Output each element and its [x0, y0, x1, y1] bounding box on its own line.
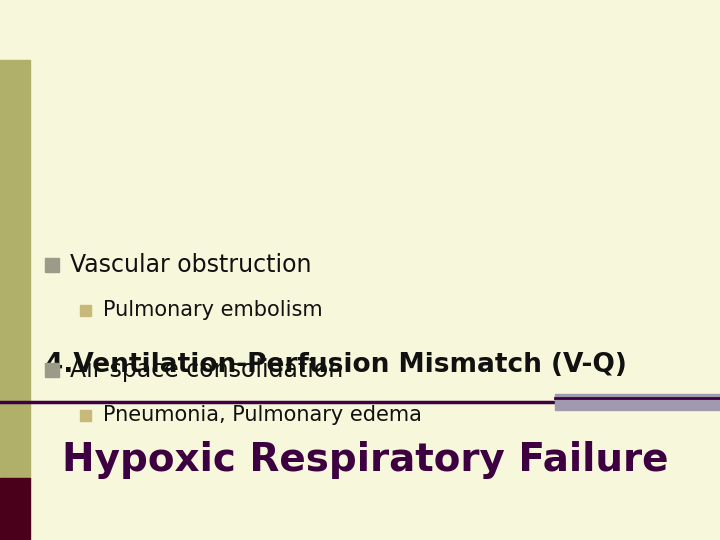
Text: Air-space consolidation: Air-space consolidation [70, 358, 343, 382]
Bar [80, 409, 91, 421]
Bar [45, 258, 59, 272]
Bar [0, 60, 30, 480]
Text: Hypoxic Respiratory Failure: Hypoxic Respiratory Failure [62, 441, 668, 479]
Bar [555, 394, 720, 410]
Text: Pulmonary embolism: Pulmonary embolism [103, 300, 323, 320]
Bar [80, 305, 91, 315]
Text: Pneumonia, Pulmonary edema: Pneumonia, Pulmonary edema [103, 405, 422, 425]
Text: 4.Ventilation-Perfusion Mismatch (V-Q): 4.Ventilation-Perfusion Mismatch (V-Q) [45, 352, 627, 378]
Text: Vascular obstruction: Vascular obstruction [70, 253, 312, 277]
Bar [0, 478, 30, 540]
Bar [45, 363, 59, 377]
